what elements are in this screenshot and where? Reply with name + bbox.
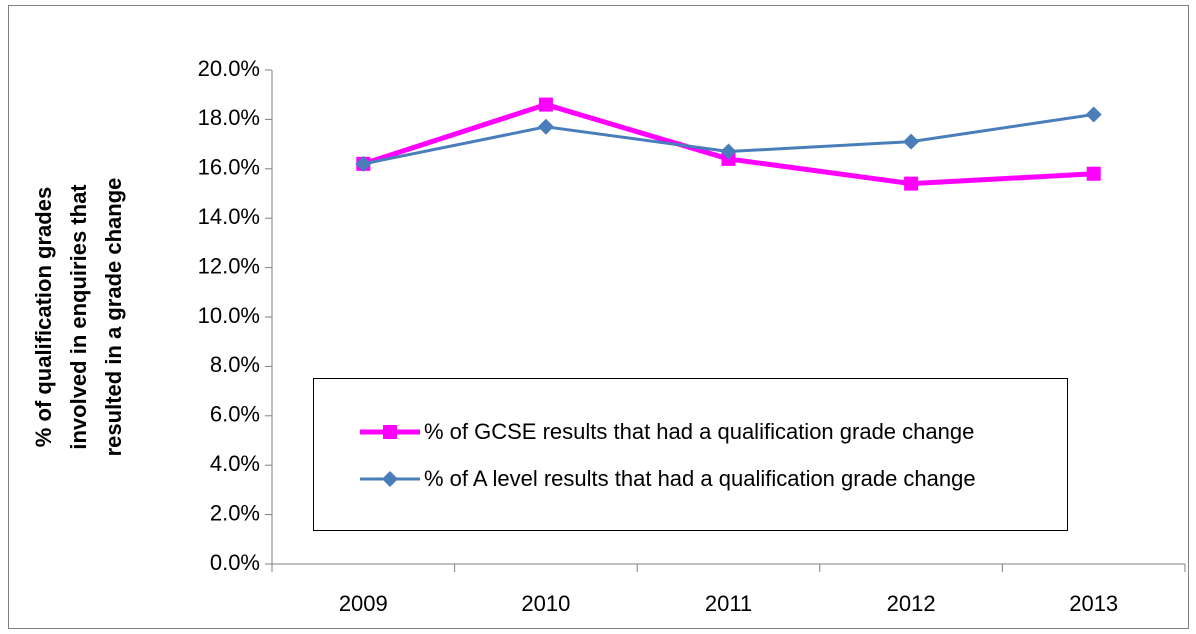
y-tick-label: 18.0% [198,105,260,130]
legend-box [313,378,1068,531]
y-tick-label: 4.0% [210,451,260,476]
data-point [1085,106,1102,123]
data-point [903,133,920,150]
x-tick-label: 2013 [1069,591,1118,616]
x-tick-label: 2011 [705,591,752,616]
x-tick-label: 2009 [339,591,388,616]
y-tick-label: 20.0% [198,56,260,81]
y-tick-label: 8.0% [210,352,260,377]
chart-border [8,5,1189,629]
x-tick-label: 2010 [521,591,570,616]
y-tick-label: 2.0% [210,500,260,525]
data-point [537,118,554,135]
y-tick-label: 14.0% [198,204,260,229]
y-tick-label: 16.0% [198,155,260,180]
y-tick-label: 0.0% [210,550,260,575]
y-axis-label: resulted in a grade change [101,178,126,457]
data-point [355,155,372,172]
legend-marker [382,471,398,487]
legend-label: % of A level results that had a qualific… [424,466,976,491]
legend-label: % of GCSE results that had a qualificati… [424,419,975,444]
data-point [904,176,919,191]
y-tick-label: 6.0% [210,402,260,427]
x-tick-label: 2012 [887,591,936,616]
data-point [720,143,737,160]
y-tick-label: 10.0% [198,303,260,328]
data-point [538,97,553,112]
y-tick-label: 12.0% [198,253,260,278]
data-point [1086,166,1101,181]
y-axis-label: % of qualification grades [31,187,56,447]
y-axis-label: involved in enquiries that [66,184,91,450]
legend-marker [383,425,397,439]
